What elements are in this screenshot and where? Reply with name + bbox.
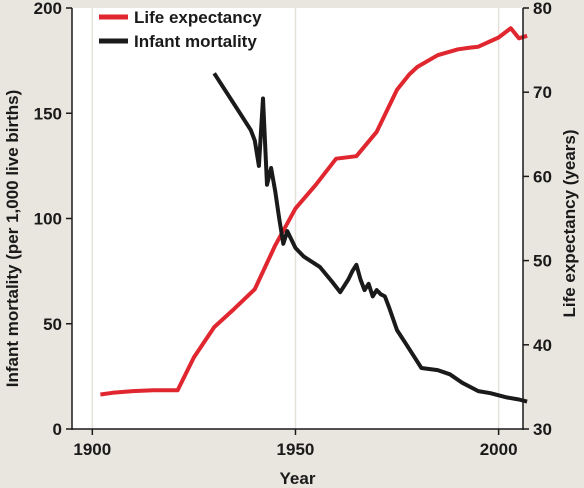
data-point-infant-mortality — [383, 294, 387, 298]
data-point-infant-mortality — [358, 278, 362, 282]
data-point-infant-mortality — [293, 246, 297, 250]
x-tick-label: 2000 — [480, 440, 518, 459]
data-point-infant-mortality — [387, 305, 391, 309]
data-point-infant-mortality — [411, 353, 415, 357]
data-point-infant-mortality — [460, 381, 464, 385]
data-point-life-expectancy — [273, 243, 277, 247]
y-right-tick-label: 60 — [533, 167, 552, 186]
x-tick-label: 1950 — [277, 440, 315, 459]
data-point-infant-mortality — [497, 393, 501, 397]
data-point-infant-mortality — [476, 389, 480, 393]
data-point-infant-mortality — [419, 366, 423, 370]
data-point-life-expectancy — [375, 130, 379, 134]
data-point-life-expectancy — [415, 65, 419, 69]
data-point-life-expectancy — [111, 391, 115, 395]
data-point-life-expectancy — [509, 26, 513, 30]
data-point-infant-mortality — [354, 263, 358, 267]
data-point-infant-mortality — [363, 288, 367, 292]
data-point-infant-mortality — [257, 164, 261, 168]
data-point-infant-mortality — [318, 265, 322, 269]
y-left-tick-label: 100 — [34, 210, 62, 229]
grid-lines — [91, 8, 500, 429]
data-point-infant-mortality — [375, 288, 379, 292]
x-tick-label: 1900 — [73, 440, 111, 459]
series-layer — [98, 26, 529, 404]
data-point-life-expectancy — [476, 45, 480, 49]
data-point-infant-mortality — [224, 90, 228, 94]
data-point-infant-mortality — [237, 109, 241, 113]
data-point-infant-mortality — [517, 398, 521, 402]
data-point-infant-mortality — [448, 372, 452, 376]
data-point-infant-mortality — [212, 71, 216, 75]
data-point-life-expectancy — [131, 389, 135, 393]
y-axis-left-title: Infant mortality (per 1,000 live births) — [3, 90, 22, 388]
y-right-tick-label: 70 — [533, 83, 552, 102]
data-point-life-expectancy — [436, 53, 440, 57]
y-left-tick-label: 200 — [34, 0, 62, 18]
y-left-tick-label: 0 — [53, 420, 62, 439]
data-point-infant-mortality — [249, 128, 253, 132]
data-point-infant-mortality — [285, 229, 289, 233]
data-point-infant-mortality — [261, 97, 265, 101]
series-line-life-expectancy — [100, 26, 528, 397]
data-point-life-expectancy — [151, 388, 155, 392]
data-point-infant-mortality — [273, 189, 277, 193]
data-point-life-expectancy — [212, 325, 216, 329]
data-point-life-expectancy — [525, 34, 529, 38]
data-point-life-expectancy — [517, 36, 521, 40]
data-point-infant-mortality — [525, 400, 529, 404]
plot-area — [72, 8, 523, 429]
legend-label-infant-mortality: Infant mortality — [134, 32, 257, 51]
data-point-infant-mortality — [281, 242, 285, 246]
series-line-infant-mortality — [212, 72, 528, 404]
axes: 1900 1950 2000 0 50 100 150 200 30 40 50 60 70 80 Year… — [3, 0, 579, 488]
data-point-life-expectancy — [314, 183, 318, 187]
data-point-infant-mortality — [488, 391, 492, 395]
data-point-life-expectancy — [497, 35, 501, 39]
x-axis-title: Year — [280, 469, 316, 488]
data-point-life-expectancy — [192, 355, 196, 359]
data-point-life-expectancy — [334, 157, 338, 161]
data-point-life-expectancy — [354, 154, 358, 158]
data-point-infant-mortality — [302, 254, 306, 258]
data-point-life-expectancy — [293, 206, 297, 210]
legend-label-life-expectancy: Life expectancy — [134, 8, 262, 27]
data-point-life-expectancy — [395, 88, 399, 92]
data-point-life-expectancy — [253, 287, 257, 291]
data-point-life-expectancy — [456, 47, 460, 51]
data-point-infant-mortality — [436, 368, 440, 372]
data-point-infant-mortality — [269, 166, 273, 170]
y-left-tick-label: 150 — [34, 104, 62, 123]
data-point-infant-mortality — [330, 280, 334, 284]
data-point-infant-mortality — [338, 290, 342, 294]
data-point-infant-mortality — [350, 269, 354, 273]
legend: Life expectancy Infant mortality — [99, 8, 262, 51]
data-point-infant-mortality — [367, 282, 371, 286]
data-point-life-expectancy — [172, 388, 176, 392]
y-right-tick-label: 30 — [533, 420, 552, 439]
y-left-tick-label: 50 — [43, 315, 62, 334]
data-point-life-expectancy — [407, 73, 411, 77]
data-point-life-expectancy — [468, 46, 472, 50]
data-point-infant-mortality — [371, 294, 375, 298]
y-right-tick-label: 50 — [533, 252, 552, 271]
data-point-infant-mortality — [395, 328, 399, 332]
y-axis-right-title: Life expectancy (years) — [560, 129, 579, 317]
data-point-infant-mortality — [265, 183, 269, 187]
y-right-tick-label: 40 — [533, 336, 552, 355]
data-point-infant-mortality — [505, 395, 509, 399]
data-point-life-expectancy — [98, 392, 102, 396]
data-point-life-expectancy — [176, 388, 180, 392]
data-point-infant-mortality — [277, 217, 281, 221]
data-point-life-expectancy — [233, 307, 237, 311]
data-point-infant-mortality — [403, 341, 407, 345]
data-point-infant-mortality — [346, 278, 350, 282]
data-point-infant-mortality — [379, 292, 383, 296]
data-point-infant-mortality — [253, 139, 257, 143]
y-right-tick-label: 80 — [533, 0, 552, 18]
